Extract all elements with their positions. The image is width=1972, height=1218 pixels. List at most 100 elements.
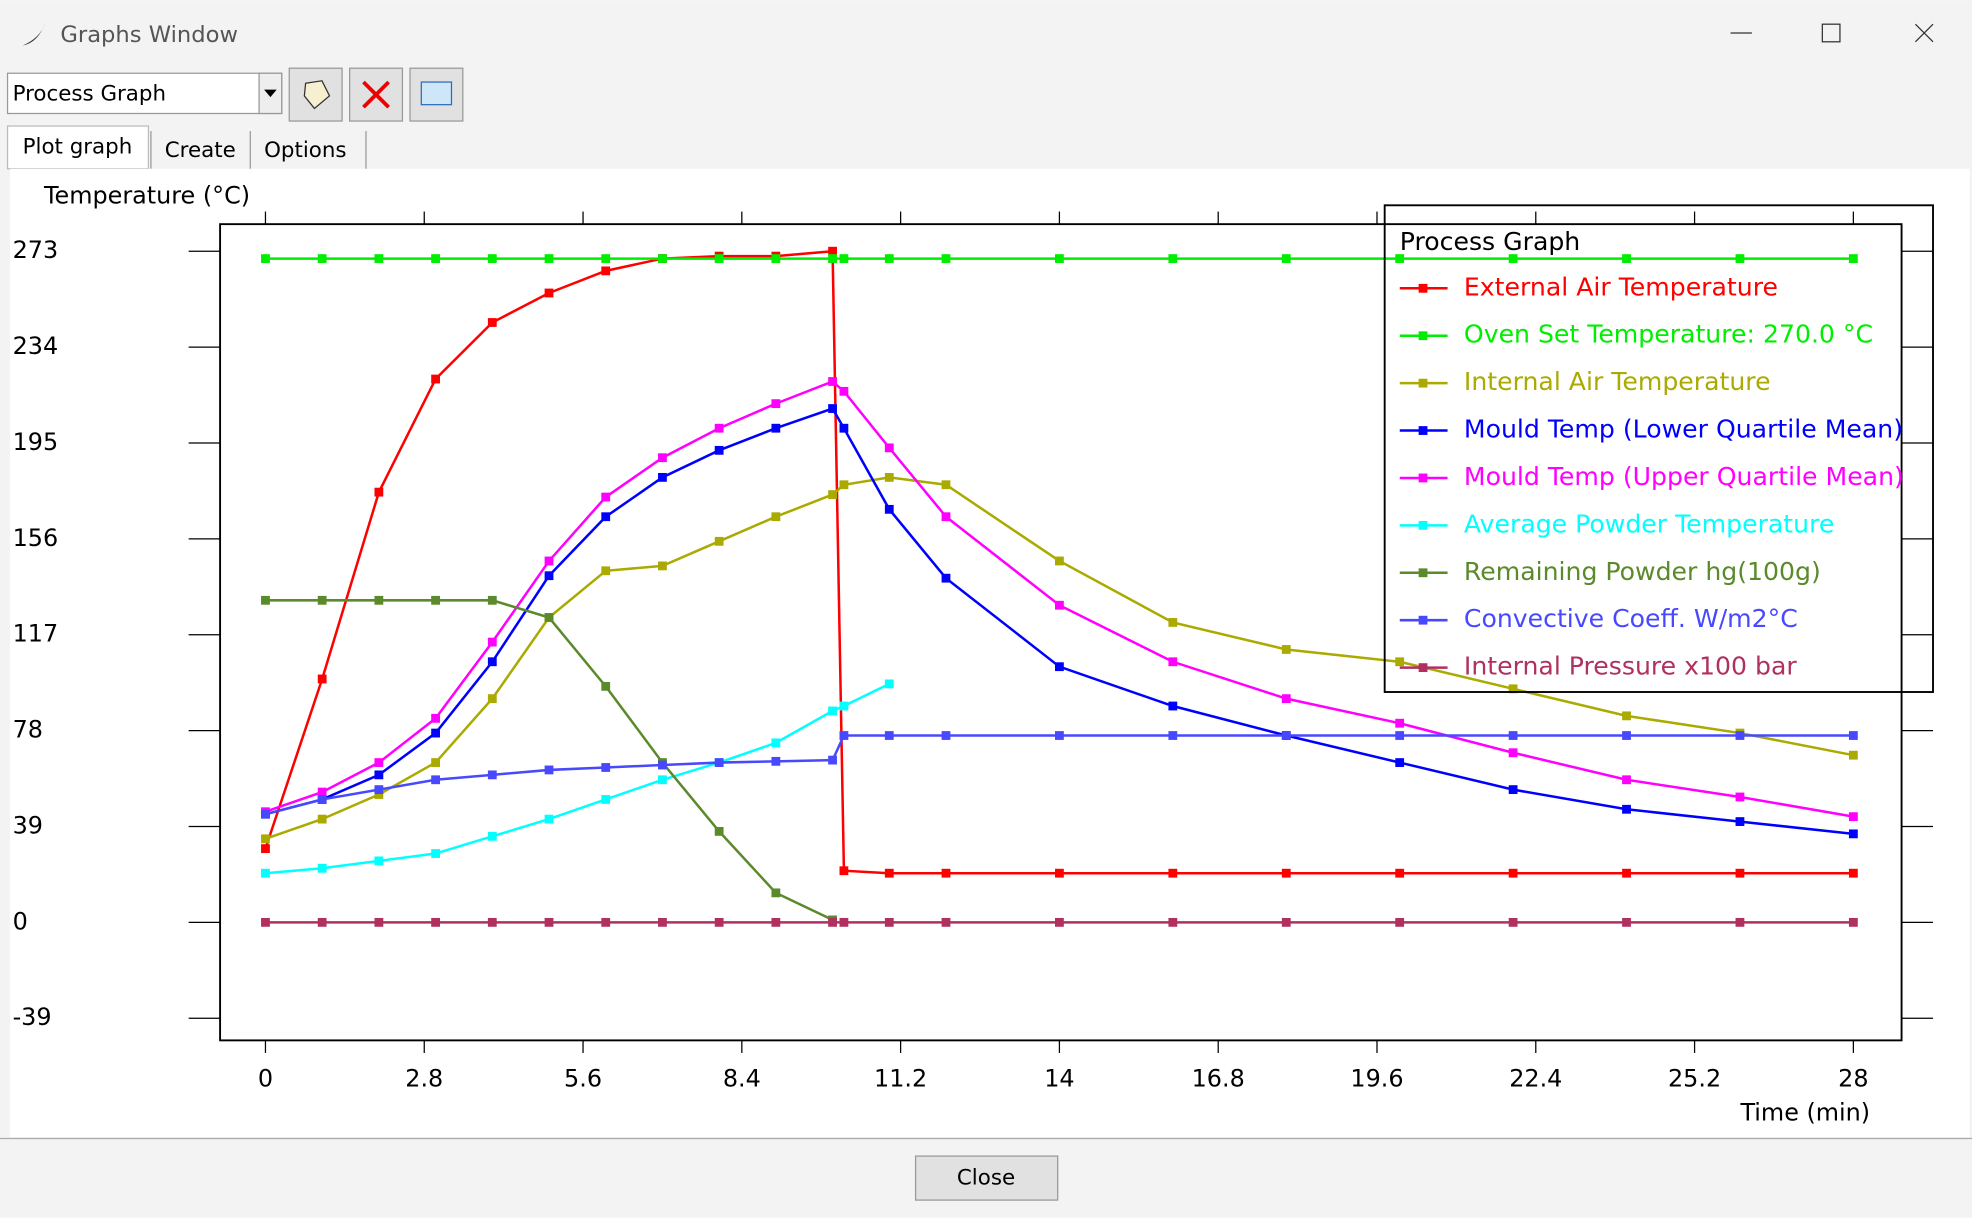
series-marker bbox=[261, 834, 270, 844]
series-marker bbox=[544, 765, 554, 775]
series-marker bbox=[601, 566, 611, 576]
series-marker bbox=[1055, 662, 1064, 672]
series-marker bbox=[828, 254, 837, 263]
series-marker bbox=[601, 254, 611, 263]
series-marker bbox=[431, 728, 440, 738]
series-marker bbox=[374, 254, 384, 263]
series-marker bbox=[431, 775, 440, 785]
legend-swatch-marker bbox=[1418, 663, 1428, 673]
x-tick-label: 22.4 bbox=[1509, 1064, 1562, 1092]
series-marker bbox=[771, 917, 781, 927]
series-marker bbox=[431, 595, 440, 605]
series-marker bbox=[884, 504, 894, 514]
series-marker bbox=[1848, 254, 1858, 263]
series-marker bbox=[658, 775, 667, 785]
series-marker bbox=[317, 795, 327, 804]
x-tick-label: 28 bbox=[1838, 1064, 1868, 1092]
legend-entry: Oven Set Temperature: 270.0 °C bbox=[1464, 320, 1873, 349]
x-tick-label: 11.2 bbox=[874, 1064, 927, 1092]
series-marker bbox=[1622, 804, 1631, 814]
series-marker bbox=[431, 254, 440, 263]
y-tick-label: 117 bbox=[13, 620, 59, 648]
series-marker bbox=[544, 254, 554, 263]
series-marker bbox=[261, 868, 270, 878]
y-tick-label: -39 bbox=[13, 1003, 52, 1031]
series-marker bbox=[544, 288, 554, 298]
series-line bbox=[265, 380, 1854, 818]
series-marker bbox=[1622, 711, 1631, 721]
plot-panel bbox=[10, 168, 1970, 1138]
series-marker bbox=[839, 480, 849, 490]
series-marker bbox=[261, 844, 270, 854]
series-marker bbox=[601, 795, 611, 804]
series-marker bbox=[839, 386, 849, 396]
y-tick-label: 156 bbox=[13, 524, 59, 552]
series-marker bbox=[1848, 750, 1858, 760]
series-marker bbox=[1168, 868, 1178, 878]
series-marker bbox=[658, 760, 667, 770]
series-marker bbox=[1735, 868, 1745, 878]
series-marker bbox=[941, 731, 951, 740]
series-marker bbox=[1848, 917, 1858, 927]
series-marker bbox=[941, 480, 951, 490]
series-marker bbox=[487, 595, 497, 605]
series-marker bbox=[261, 809, 270, 819]
legend-swatch-marker bbox=[1418, 378, 1428, 388]
legend-entry: Mould Temp (Lower Quartile Mean) bbox=[1464, 415, 1903, 444]
series-line bbox=[265, 476, 1854, 840]
legend-entry: Remaining Powder hg(100g) bbox=[1464, 557, 1821, 586]
series-marker bbox=[771, 512, 781, 522]
legend-entry: Mould Temp (Upper Quartile Mean) bbox=[1464, 462, 1904, 491]
graph-select[interactable] bbox=[6, 72, 283, 115]
series-marker bbox=[487, 770, 497, 780]
dropdown-triangle bbox=[264, 89, 277, 98]
series-marker bbox=[317, 787, 327, 797]
series-marker bbox=[487, 657, 497, 667]
x-tick-label: 5.6 bbox=[564, 1064, 602, 1092]
series-marker bbox=[1508, 254, 1518, 263]
series-marker bbox=[374, 790, 384, 799]
series-marker bbox=[317, 254, 327, 263]
close-button[interactable] bbox=[914, 1155, 1059, 1201]
series-marker bbox=[771, 738, 781, 748]
y-tick-label: 273 bbox=[13, 236, 59, 264]
series-marker bbox=[1281, 645, 1291, 654]
series-marker bbox=[261, 254, 270, 263]
series-marker bbox=[1055, 917, 1064, 927]
series-marker bbox=[601, 763, 611, 772]
legend-swatch-marker bbox=[1418, 331, 1428, 341]
y-tick-label: 0 bbox=[13, 907, 28, 935]
series-marker bbox=[771, 254, 781, 263]
maximize-button[interactable] bbox=[1821, 23, 1841, 43]
series-marker bbox=[941, 573, 951, 583]
series-marker bbox=[828, 917, 837, 927]
y-tick-label: 234 bbox=[13, 332, 59, 360]
series-marker bbox=[374, 758, 384, 767]
series-marker bbox=[431, 374, 440, 384]
series-marker bbox=[1168, 701, 1178, 711]
legend-swatch-marker bbox=[1418, 615, 1428, 625]
series-marker bbox=[884, 443, 894, 453]
legend-entry: Average Powder Temperature bbox=[1464, 509, 1834, 538]
tab-label[interactable]: Create bbox=[165, 138, 236, 163]
series-marker bbox=[714, 758, 724, 767]
legend-swatch-marker bbox=[1418, 520, 1428, 530]
series-marker bbox=[839, 423, 849, 433]
close-window-button[interactable] bbox=[1914, 23, 1934, 43]
series-marker bbox=[884, 679, 894, 689]
series-marker bbox=[374, 770, 384, 780]
series-marker bbox=[1735, 731, 1745, 740]
series-marker bbox=[1281, 694, 1291, 704]
series-marker bbox=[317, 595, 327, 605]
series-marker bbox=[714, 254, 724, 263]
series-marker bbox=[1055, 731, 1064, 740]
series-marker bbox=[431, 849, 440, 858]
series-marker bbox=[1848, 829, 1858, 839]
series-marker bbox=[1508, 917, 1518, 927]
tab-active[interactable] bbox=[6, 125, 150, 170]
series-marker bbox=[828, 490, 837, 499]
series-marker bbox=[317, 674, 327, 684]
tab-label[interactable]: Options bbox=[264, 138, 346, 163]
series-marker bbox=[601, 266, 611, 276]
delete-icon bbox=[362, 80, 390, 109]
